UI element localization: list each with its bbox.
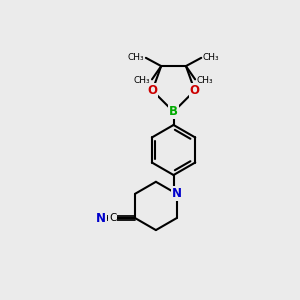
- Text: CH₃: CH₃: [128, 53, 144, 62]
- Text: CH₃: CH₃: [203, 53, 219, 62]
- Text: CH₃: CH₃: [134, 76, 151, 85]
- Text: N: N: [96, 212, 106, 224]
- Text: N: N: [172, 188, 182, 200]
- Text: O: O: [190, 84, 200, 97]
- Text: O: O: [147, 84, 158, 97]
- Text: CH₃: CH₃: [196, 76, 213, 85]
- Text: C: C: [109, 213, 117, 223]
- Text: B: B: [169, 105, 178, 118]
